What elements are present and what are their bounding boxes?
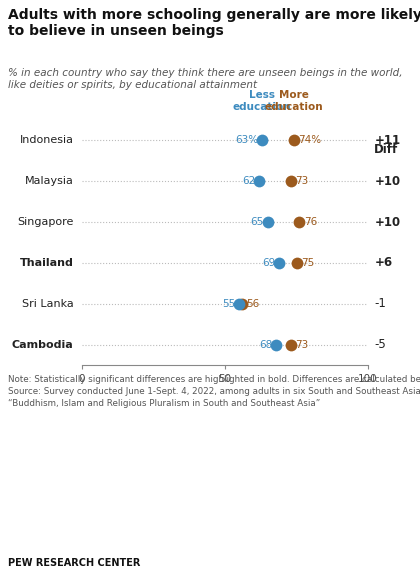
Text: Thailand: Thailand — [20, 258, 74, 268]
Text: 69: 69 — [262, 258, 275, 268]
Text: +10: +10 — [374, 215, 400, 229]
Text: Note: Statistically significant differences are highlighted in bold. Differences: Note: Statistically significant differen… — [8, 375, 420, 408]
Point — [290, 136, 297, 145]
Text: 73: 73 — [295, 176, 308, 186]
Text: 56: 56 — [247, 299, 260, 309]
Text: PEW RESEARCH CENTER: PEW RESEARCH CENTER — [8, 558, 140, 568]
Point — [287, 177, 294, 186]
Text: Cambodia: Cambodia — [12, 340, 74, 349]
Text: -5: -5 — [374, 338, 386, 351]
Point — [236, 299, 243, 308]
Text: 68: 68 — [259, 340, 272, 349]
Point — [259, 136, 265, 145]
Text: 65: 65 — [250, 217, 264, 227]
Text: Less
education: Less education — [233, 89, 291, 112]
Text: Diff: Diff — [374, 144, 399, 157]
Point — [265, 218, 271, 227]
Text: % in each country who say they think there are unseen beings in the world,
like : % in each country who say they think the… — [8, 68, 402, 91]
Text: Sri Lanka: Sri Lanka — [22, 299, 74, 309]
Text: More
education: More education — [264, 89, 323, 112]
Point — [239, 299, 246, 308]
Point — [273, 340, 280, 349]
Text: +10: +10 — [374, 175, 400, 188]
Text: Indonesia: Indonesia — [20, 136, 74, 145]
Text: Singapore: Singapore — [17, 217, 74, 227]
Point — [256, 177, 262, 186]
Point — [276, 258, 283, 267]
Point — [296, 218, 303, 227]
Text: +6: +6 — [374, 256, 392, 270]
Text: 73: 73 — [295, 340, 308, 349]
Point — [293, 258, 300, 267]
Text: -1: -1 — [374, 297, 386, 310]
Text: 75: 75 — [301, 258, 314, 268]
Point — [287, 340, 294, 349]
Text: 55: 55 — [222, 299, 235, 309]
Text: +11: +11 — [374, 134, 400, 147]
Text: 63%: 63% — [235, 136, 258, 145]
Text: Malaysia: Malaysia — [25, 176, 74, 186]
Text: 76: 76 — [304, 217, 317, 227]
Text: 62: 62 — [242, 176, 255, 186]
Text: Adults with more schooling generally are more likely
to believe in unseen beings: Adults with more schooling generally are… — [8, 8, 420, 38]
Text: 74%: 74% — [298, 136, 321, 145]
